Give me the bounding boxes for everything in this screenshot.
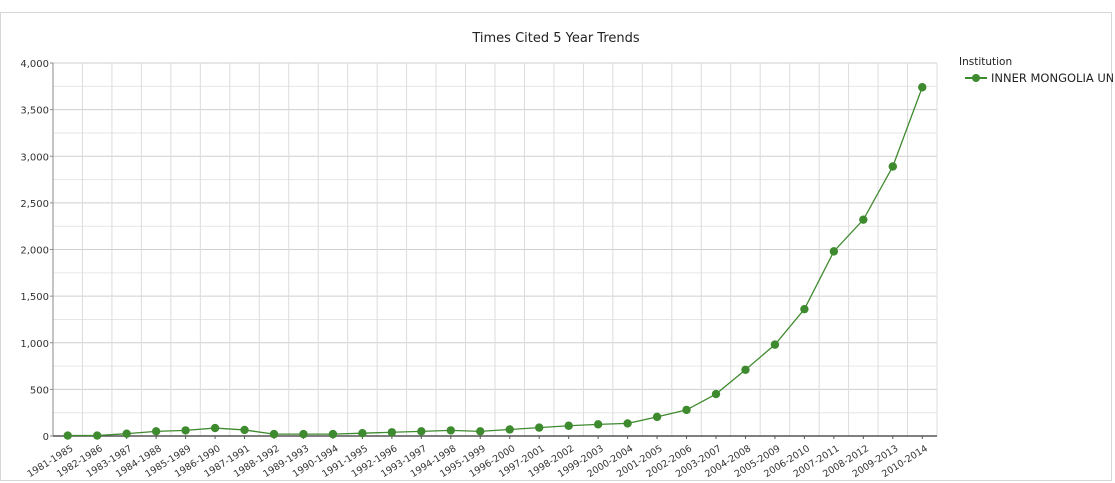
data-point (358, 429, 367, 438)
line-chart: Times Cited 5 Year Trends 0 500 1,000 1,500… (20, 31, 1113, 480)
data-point (122, 429, 131, 438)
series-layer (63, 83, 927, 440)
data-point (240, 425, 249, 435)
y-tick-label: 1,000 (20, 339, 49, 350)
axes: 05001,0001,5002,0002,5003,0003,5004,0001… (20, 59, 937, 480)
y-tick-label: 500 (30, 385, 49, 396)
data-point (93, 431, 102, 440)
chart-frame: Times Cited 5 Year Trends 0 500 1,000 1,500… (0, 12, 1113, 481)
data-point (593, 420, 603, 429)
y-tick-label: 0 (43, 432, 49, 443)
data-point (151, 427, 161, 436)
data-point (564, 421, 573, 430)
data-point (476, 427, 485, 436)
data-point (181, 426, 190, 435)
legend: Institution INNER MONGOLIA UNIV (959, 56, 1113, 85)
data-point (682, 405, 691, 415)
data-point (328, 429, 338, 439)
legend-marker-dot (972, 74, 980, 82)
data-point (770, 340, 780, 349)
data-point (269, 429, 279, 439)
legend-title: Institution (959, 56, 1012, 68)
data-point (711, 389, 721, 399)
data-point (652, 412, 662, 422)
series-line (67, 87, 923, 437)
y-tick-label: 3,500 (20, 106, 49, 117)
data-point (417, 427, 426, 436)
data-point (210, 423, 220, 433)
y-tick-label: 2,000 (20, 246, 49, 257)
data-point (918, 83, 927, 92)
data-point (623, 419, 632, 428)
legend-series-label: INNER MONGOLIA UNIV (991, 71, 1113, 85)
data-point (859, 215, 868, 224)
y-tick-label: 1,500 (20, 292, 49, 303)
data-point (63, 431, 72, 440)
data-point (888, 162, 897, 171)
data-point (800, 304, 809, 314)
data-point (387, 428, 397, 437)
chart-title: Times Cited 5 Year Trends (471, 31, 640, 46)
y-tick-label: 2,500 (20, 199, 49, 210)
data-point (535, 423, 544, 432)
data-point (446, 426, 455, 435)
y-tick-label: 3,000 (20, 152, 49, 163)
data-point (299, 429, 308, 439)
data-point (829, 247, 839, 256)
data-point (505, 425, 514, 434)
y-tick-label: 4,000 (20, 59, 49, 70)
data-point (741, 365, 750, 374)
grid (52, 62, 938, 437)
